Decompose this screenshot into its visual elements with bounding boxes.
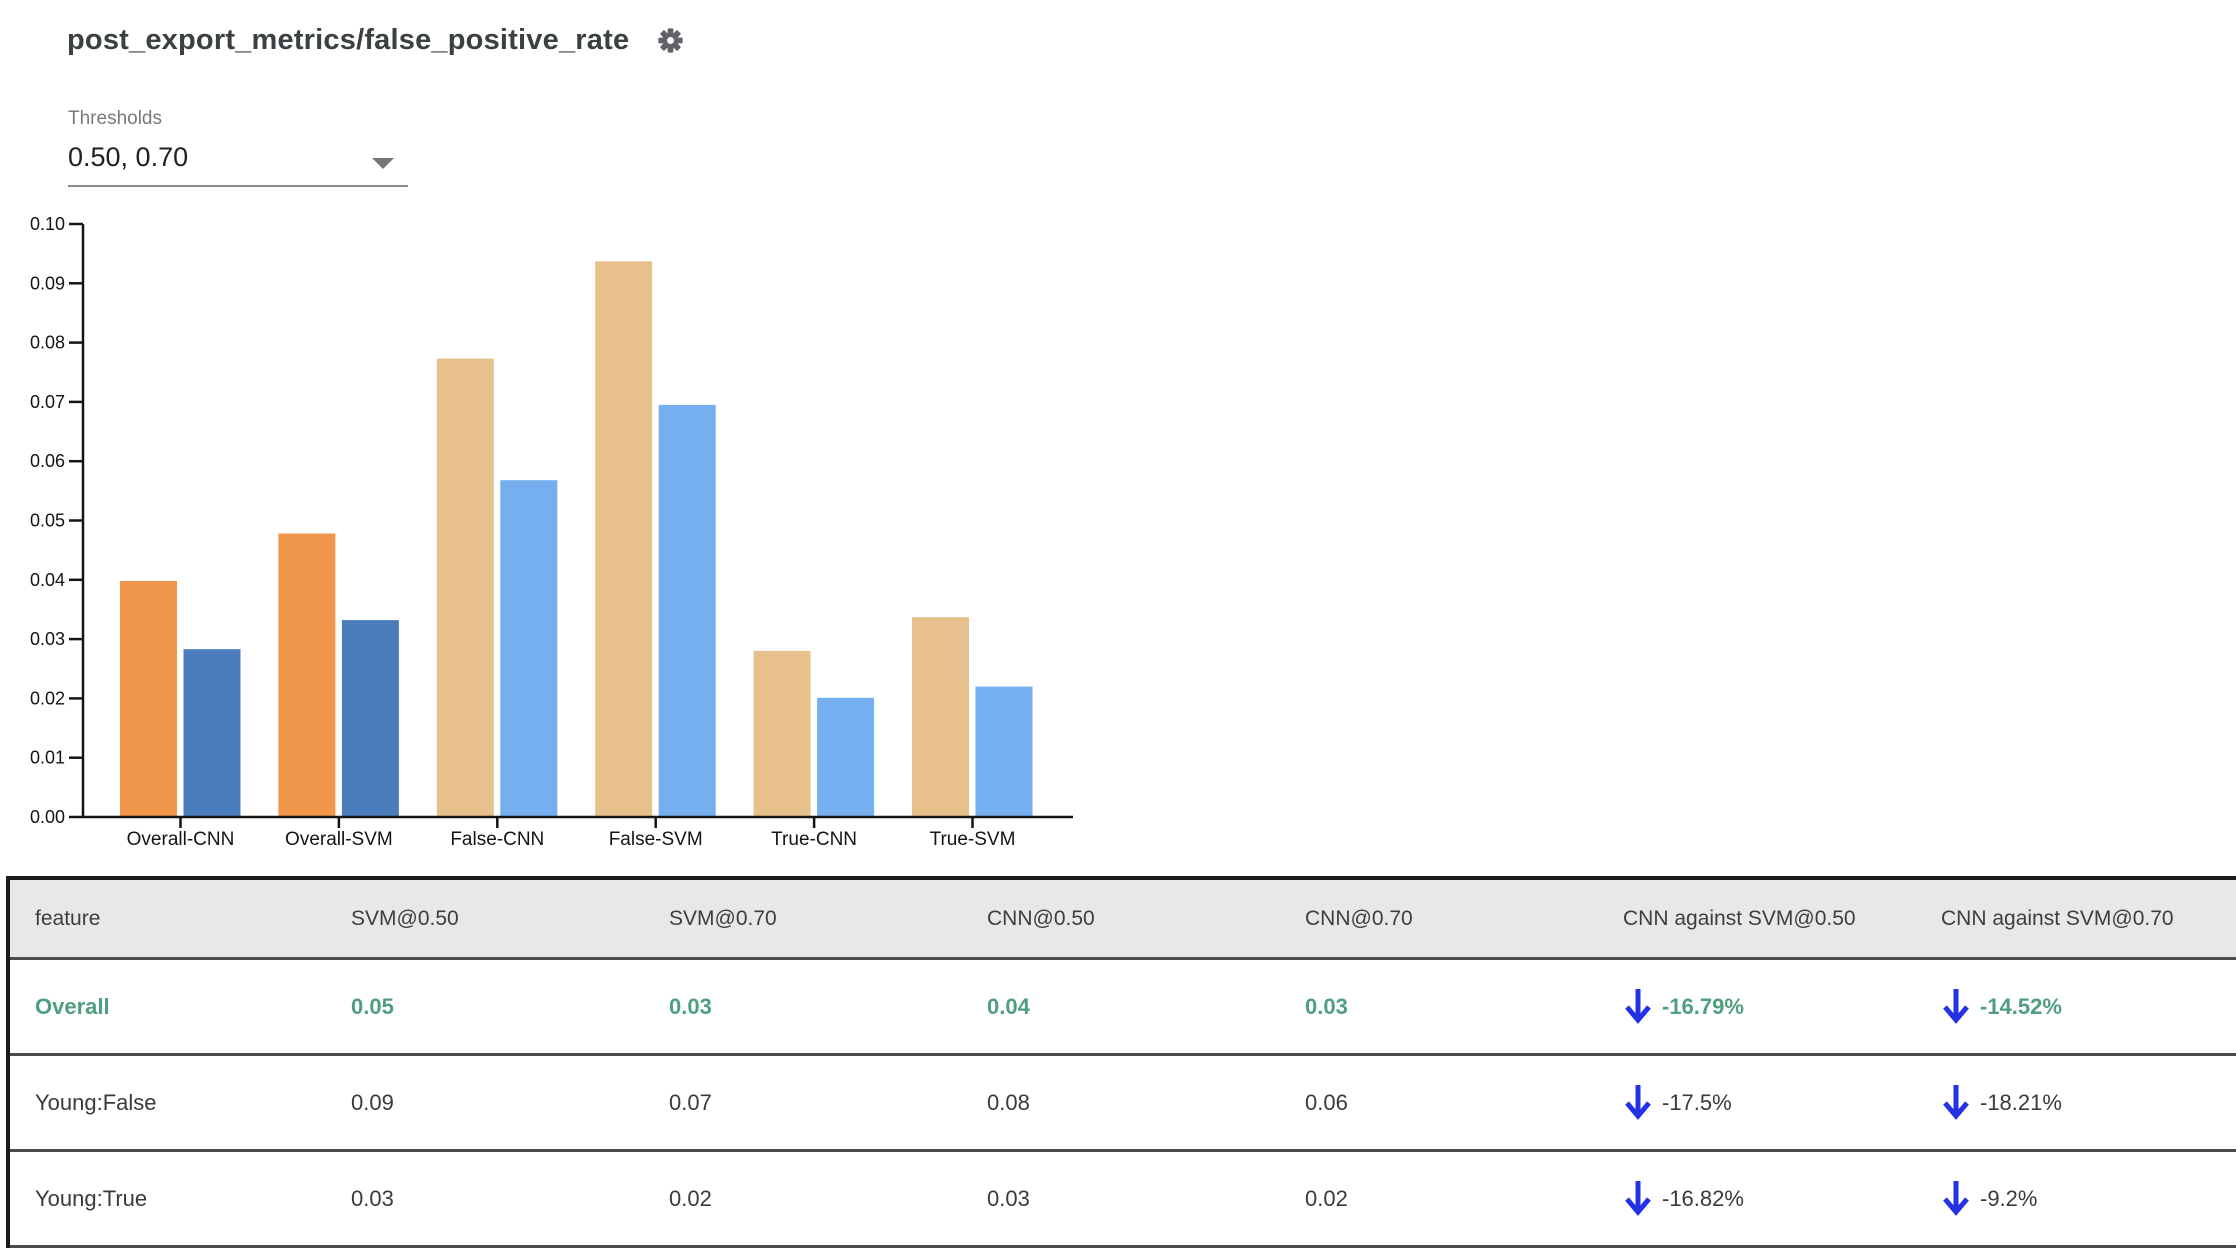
y-tick-label: 0.10 [30,214,65,234]
delta-cell: -9.2% [1916,1150,2236,1248]
value-cell: 0.03 [1280,958,1598,1056]
feature-cell: Overall [8,958,326,1056]
bar-True-SVM-threshold0.50[interactable] [912,617,969,817]
column-header-svm-070: SVM@0.70 [644,878,962,960]
x-tick-label: True-CNN [771,829,857,850]
value-cell: 0.03 [326,1150,644,1248]
y-tick-label: 0.07 [30,392,65,412]
column-header-cnn-against-svm-070: CNN against SVM@0.70 [1916,878,2236,960]
x-tick-label: False-CNN [450,829,544,850]
bar-True-SVM-threshold0.70[interactable] [975,686,1033,817]
value-cell: 0.05 [326,958,644,1056]
value-cell: 0.07 [644,1054,962,1152]
delta-cell: -18.21% [1916,1054,2236,1152]
thresholds-dropdown[interactable]: Thresholds 0.50, 0.70 [68,108,408,187]
thresholds-label: Thresholds [68,108,162,129]
settings-gear-icon[interactable] [657,27,684,54]
feature-cell: Young:False [8,1054,326,1152]
delta-percentage: -9.2% [1980,1185,2038,1211]
value-cell: 0.03 [644,958,962,1056]
thresholds-value: 0.50, 0.70 [68,142,189,172]
bar-False-CNN-threshold0.70[interactable] [500,480,558,817]
delta-cell: -14.52% [1916,958,2236,1056]
column-header-cnn-050: CNN@0.50 [962,878,1280,960]
delta-cell: -16.79% [1598,958,1916,1056]
value-cell: 0.08 [962,1054,1280,1152]
down-arrow-icon [1625,1084,1651,1120]
x-tick-label: Overall-CNN [127,829,235,850]
y-tick-label: 0.05 [30,511,65,531]
table-header-row: feature SVM@0.50 SVM@0.70 CNN@0.50 CNN@0… [8,878,2236,960]
value-cell: 0.06 [1280,1054,1598,1152]
column-header-svm-050: SVM@0.50 [326,878,644,960]
y-tick-label: 0.04 [30,570,65,590]
delta-cell: -17.5% [1598,1054,1916,1152]
down-arrow-icon [1625,1180,1651,1216]
down-arrow-icon [1943,1084,1969,1120]
delta-percentage: -16.79% [1662,993,1744,1019]
value-cell: 0.02 [1280,1150,1598,1248]
bar-False-SVM-threshold0.50[interactable] [595,261,653,817]
y-tick-label: 0.01 [30,748,65,768]
x-tick-label: Overall-SVM [285,829,393,850]
delta-cell: -16.82% [1598,1150,1916,1248]
value-cell: 0.02 [644,1150,962,1248]
down-arrow-icon [1943,1180,1969,1216]
bar-Overall-SVM-threshold0.70[interactable] [341,620,399,817]
value-cell: 0.04 [962,958,1280,1056]
gear-icon [658,28,683,53]
y-tick-label: 0.00 [30,807,65,827]
table-row-overall: Overall 0.05 0.03 0.04 0.03 -16.79% [8,958,2236,1056]
bar-Overall-SVM-threshold0.50[interactable] [278,533,336,817]
bar-Overall-CNN-threshold0.50[interactable] [120,580,177,817]
x-tick-label: False-SVM [609,829,703,850]
dropdown-caret-icon [372,158,394,169]
value-cell: 0.09 [326,1054,644,1152]
column-header-cnn-070: CNN@0.70 [1280,878,1598,960]
y-tick-label: 0.08 [30,333,65,353]
page-title: post_export_metrics/false_positive_rate [67,24,630,56]
x-tick-label: True-SVM [930,829,1016,850]
bar-False-SVM-threshold0.70[interactable] [658,404,716,817]
column-header-feature: feature [8,878,326,960]
value-cell: 0.03 [962,1150,1280,1248]
delta-percentage: -14.52% [1980,993,2062,1019]
bar-False-CNN-threshold0.50[interactable] [436,358,494,817]
bar-chart: Overall-CNN Overall-SVM False-CNN False-SVM… [30,214,1073,850]
bar-True-CNN-threshold0.70[interactable] [817,697,875,817]
y-tick-label: 0.06 [30,451,65,471]
table-row-young-false: Young:False 0.09 0.07 0.08 0.06 -17.5% [8,1054,2236,1152]
bar-True-CNN-threshold0.50[interactable] [753,650,811,817]
y-tick-label: 0.02 [30,688,65,708]
feature-cell: Young:True [8,1150,326,1248]
bar-Overall-CNN-threshold0.70[interactable] [183,649,241,817]
down-arrow-icon [1625,988,1651,1024]
column-header-cnn-against-svm-050: CNN against SVM@0.50 [1598,878,1916,960]
y-tick-label: 0.09 [30,273,65,293]
table-row-young-true: Young:True 0.03 0.02 0.03 0.02 -16.82% [8,1150,2236,1248]
delta-percentage: -18.21% [1980,1089,2062,1115]
delta-percentage: -17.5% [1662,1089,1732,1115]
y-tick-label: 0.03 [30,629,65,649]
panel-header: post_export_metrics/false_positive_rate [67,24,684,57]
delta-percentage: -16.82% [1662,1185,1744,1211]
down-arrow-icon [1943,988,1969,1024]
metrics-table: feature SVM@0.50 SVM@0.70 CNN@0.50 CNN@0… [6,876,2236,1248]
